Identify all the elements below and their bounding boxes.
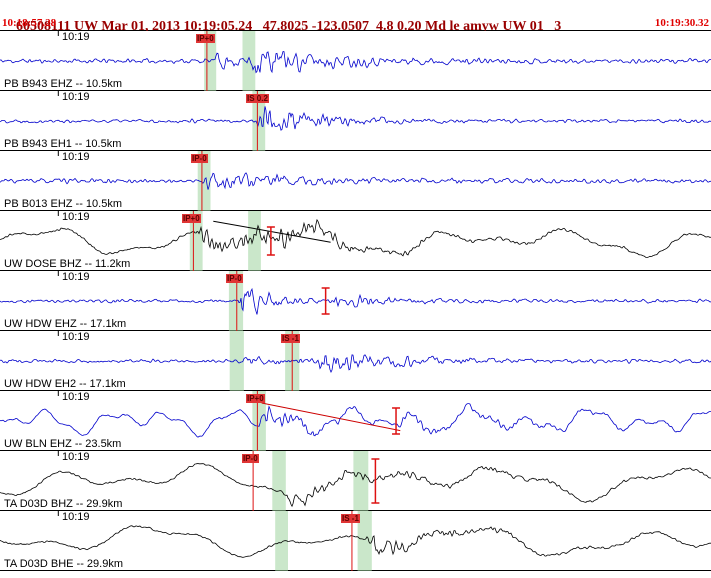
time-range-bar: 10:18:57.28 10:19:30.32 [0, 17, 711, 30]
waveform-trace-panel[interactable]: 10:19 TA D03D BHZ -- 29.9km IP-0 [0, 451, 711, 511]
trace-minute-tick-label: 10:19 [62, 511, 90, 523]
pick-label[interactable]: IP+0 [246, 394, 265, 403]
waveform-trace-panel[interactable]: 10:19 PB B013 EHZ -- 10.5km IP-0 [0, 151, 711, 211]
waveform-plot[interactable] [0, 211, 711, 271]
waveform-trace-panel[interactable]: 10:19 UW HDW EH2 -- 17.1km IS -1 [0, 331, 711, 391]
waveform-plot[interactable] [0, 391, 711, 451]
pick-label[interactable]: IS -1 [341, 514, 360, 523]
trace-station-label: PB B943 EHZ -- 10.5km [4, 78, 122, 90]
trace-station-label: UW DOSE BHZ -- 11.2km [4, 258, 131, 270]
trace-station-label: UW HDW EH2 -- 17.1km [4, 378, 126, 390]
pick-label[interactable]: IS -1 [281, 334, 300, 343]
coda-decay-line [261, 402, 401, 432]
waveform-line [0, 463, 711, 508]
window-end-time: 10:19:30.32 [654, 17, 709, 29]
trace-station-label: TA D03D BHE -- 29.9km [4, 558, 123, 570]
pick-label[interactable]: IP+0 [182, 214, 201, 223]
trace-station-label: PB B943 EH1 -- 10.5km [4, 138, 122, 150]
waveform-plot[interactable] [0, 31, 711, 91]
pick-label[interactable]: IP+0 [196, 34, 215, 43]
trace-minute-tick-label: 10:19 [62, 331, 90, 343]
waveform-plot[interactable] [0, 451, 711, 511]
waveform-trace-panel[interactable]: 10:19 TA D03D BHE -- 29.9km IS -1 [0, 511, 711, 571]
waveform-line [0, 354, 711, 373]
trace-station-label: TA D03D BHZ -- 29.9km [4, 498, 123, 510]
pick-window-band [353, 451, 369, 511]
pick-window-band [248, 211, 261, 271]
pick-window-band [252, 91, 266, 151]
event-header: 60508111 UW Mar 01, 2013 10:19:05.24 47.… [0, 0, 711, 34]
pick-label[interactable]: IP-0 [226, 274, 243, 283]
pick-window-band [357, 511, 372, 571]
uncertainty-bar[interactable] [321, 287, 330, 315]
pick-window-band [272, 451, 286, 511]
trace-minute-tick-label: 10:19 [62, 271, 90, 283]
waveform-line [0, 172, 711, 190]
trace-minute-tick-label: 10:19 [62, 391, 90, 403]
pick-window-band [242, 31, 256, 91]
uncertainty-bar[interactable] [266, 226, 275, 256]
uncertainty-bar[interactable] [371, 458, 380, 504]
waveform-trace-panel[interactable]: 10:19 UW DOSE BHZ -- 11.2km IP+0 [0, 211, 711, 271]
trace-minute-tick-label: 10:19 [62, 211, 90, 223]
waveform-trace-panel[interactable]: 10:19 PB B943 EHZ -- 10.5km IP+0 [0, 31, 711, 91]
waveform-plot[interactable] [0, 91, 711, 151]
pick-label[interactable]: IP-0 [191, 154, 208, 163]
waveform-line [0, 525, 711, 558]
waveform-trace-panel[interactable]: 10:19 UW BLN EHZ -- 23.5km IP+0 [0, 391, 711, 451]
trace-minute-tick-label: 10:19 [62, 151, 90, 163]
trace-minute-tick-label: 10:19 [62, 91, 90, 103]
pick-window-band [275, 511, 288, 571]
waveform-line [0, 218, 711, 258]
trace-minute-tick-label: 10:19 [62, 451, 90, 463]
trace-station-label: UW BLN EHZ -- 23.5km [4, 438, 122, 450]
window-start-time: 10:18:57.28 [2, 17, 57, 29]
uncertainty-bar[interactable] [392, 407, 401, 435]
trace-minute-tick-label: 10:19 [62, 31, 90, 43]
pick-label[interactable]: IS 0.2 [246, 94, 269, 103]
waveform-trace-panel[interactable]: 10:19 PB B943 EH1 -- 10.5km IS 0.2 [0, 91, 711, 151]
pick-label[interactable]: IP-0 [242, 454, 259, 463]
waveform-trace-panel[interactable]: 10:19 UW HDW EHZ -- 17.1km IP-0 [0, 271, 711, 331]
coda-decay-line [213, 220, 331, 243]
trace-station-label: PB B013 EHZ -- 10.5km [4, 198, 122, 210]
waveform-line [0, 51, 711, 74]
pick-window-band [252, 391, 266, 451]
waveform-line [0, 106, 711, 131]
waveform-line [0, 403, 711, 438]
waveform-plot[interactable] [0, 331, 711, 391]
event-summary-text: 60508111 UW Mar 01, 2013 10:19:05.24 47.… [16, 19, 562, 34]
trace-station-label: UW HDW EHZ -- 17.1km [4, 318, 127, 330]
trace-list: 10:19 PB B943 EHZ -- 10.5km IP+0 10:19 P… [0, 30, 711, 571]
waveform-line [0, 287, 711, 315]
